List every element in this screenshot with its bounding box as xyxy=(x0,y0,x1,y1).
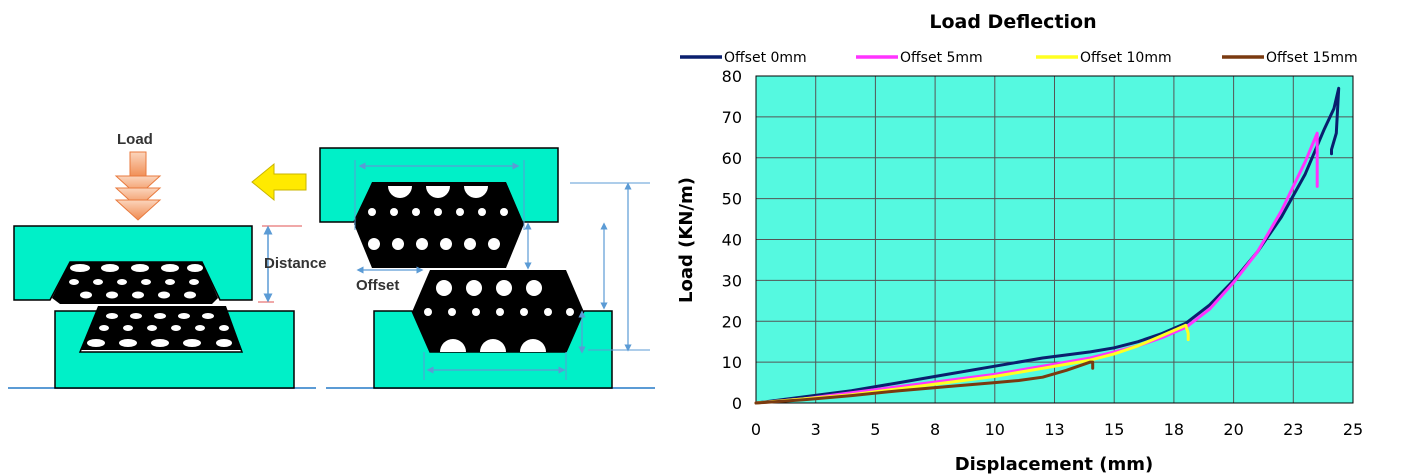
y-tick-label: 60 xyxy=(722,149,742,168)
y-tick-labels: 0 10 20 30 40 50 60 70 80 xyxy=(722,67,742,413)
plot-border xyxy=(755,75,1354,404)
legend-label: Offset 5mm xyxy=(900,50,983,66)
load-label: Load xyxy=(117,131,153,148)
bearing-diagram: Load Distance xyxy=(8,131,655,389)
x-tick-labels: 0 3 5 8 10 13 15 18 20 23 25 xyxy=(751,420,1363,439)
x-tick-label: 15 xyxy=(1104,420,1124,439)
left-bottom-rubber xyxy=(80,306,242,350)
y-tick-label: 80 xyxy=(722,67,742,86)
y-tick-label: 0 xyxy=(732,394,742,413)
series-layer xyxy=(754,86,1341,405)
y-axis-title: Load (KN/m) xyxy=(676,177,697,303)
x-tick-label: 20 xyxy=(1223,420,1243,439)
x-axis-title: Displacement (mm) xyxy=(955,454,1154,475)
move-arrow-icon xyxy=(251,162,307,202)
legend: Offset 0mm Offset 5mm Offset 10mm Offset 15… xyxy=(680,50,1358,66)
series-line-0 xyxy=(754,86,1341,405)
left-holes xyxy=(69,264,232,347)
x-tick-label: 10 xyxy=(985,420,1005,439)
x-tick-label: 0 xyxy=(751,420,761,439)
x-tick-label: 23 xyxy=(1283,420,1303,439)
x-tick-label: 5 xyxy=(870,420,880,439)
y-tick-label: 30 xyxy=(722,271,742,290)
x-tick-label: 3 xyxy=(811,420,821,439)
grid xyxy=(756,76,1353,403)
legend-label: Offset 0mm xyxy=(724,50,807,66)
y-tick-label: 40 xyxy=(722,231,742,250)
left-assembly: Load Distance xyxy=(13,131,327,389)
y-tick-label: 20 xyxy=(722,312,742,331)
series-line-3 xyxy=(754,360,1095,405)
right-assembly: Offset xyxy=(319,147,650,389)
legend-label: Offset 15mm xyxy=(1266,50,1358,66)
right-holes xyxy=(368,186,574,352)
y-tick-label: 10 xyxy=(722,353,742,372)
left-top-rubber xyxy=(52,262,218,304)
distance-label: Distance xyxy=(264,255,327,272)
x-tick-label: 8 xyxy=(930,420,940,439)
load-arrow-icon xyxy=(114,151,162,221)
y-tick-label: 70 xyxy=(722,108,742,127)
x-tick-label: 25 xyxy=(1343,420,1363,439)
legend-label: Offset 10mm xyxy=(1080,50,1172,66)
x-tick-label: 18 xyxy=(1164,420,1184,439)
y-tick-label: 50 xyxy=(722,190,742,209)
offset-label: Offset xyxy=(356,277,399,294)
x-tick-label: 13 xyxy=(1044,420,1064,439)
chart-title: Load Deflection xyxy=(929,11,1096,33)
